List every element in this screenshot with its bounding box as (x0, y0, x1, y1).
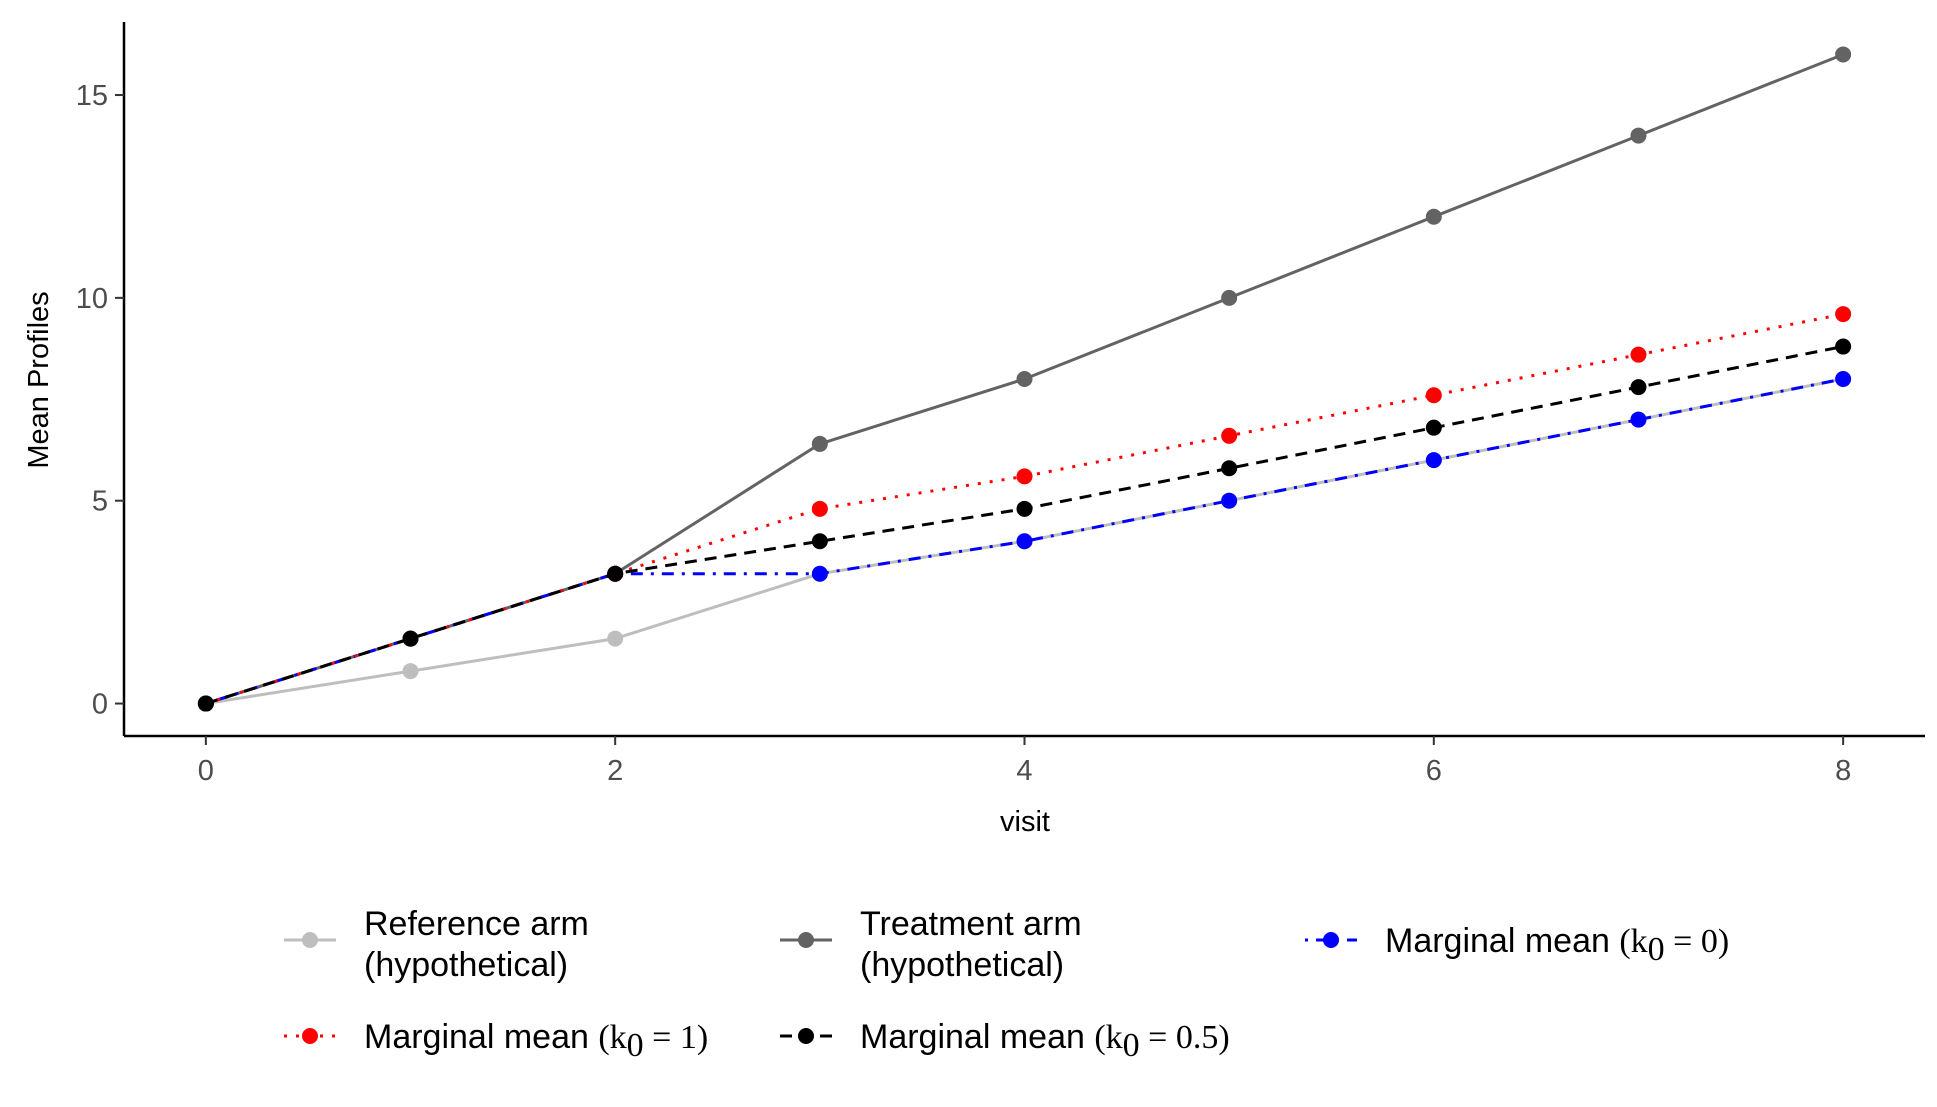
y-axis-title: Mean Profiles (23, 291, 55, 468)
series-point-2 (1835, 371, 1852, 387)
series-point-4 (1425, 419, 1442, 436)
series-point-0 (607, 630, 624, 647)
series-point-3 (1630, 346, 1647, 363)
series-point-4 (607, 565, 624, 582)
x-tick-label: 4 (1016, 755, 1032, 787)
series-point-2 (1425, 452, 1442, 469)
series-point-1 (1425, 208, 1442, 225)
series-point-4 (811, 533, 828, 550)
series-point-2 (1016, 533, 1033, 550)
legend-label: Reference arm (364, 905, 589, 943)
legend-label: (hypothetical) (860, 946, 1064, 984)
legend-key-1 (780, 932, 832, 948)
legend-label: Marginal mean (k0 = 0.5) (860, 1018, 1230, 1064)
series-point-3 (1425, 387, 1442, 404)
y-tick-label: 10 (76, 283, 108, 315)
y-tick-label: 0 (92, 689, 108, 721)
x-tick-label: 0 (198, 755, 214, 787)
series-point-3 (1221, 427, 1238, 444)
series-point-4 (197, 695, 214, 712)
series-point-4 (1630, 379, 1647, 396)
series-point-4 (1221, 460, 1238, 477)
x-tick-label: 8 (1835, 755, 1851, 787)
series-layer (197, 46, 1852, 712)
series-point-3 (1835, 306, 1852, 323)
series-point-2 (1221, 492, 1238, 509)
legend-label: Marginal mean (k0 = 0) (1385, 922, 1729, 968)
legend-label: Marginal mean (k0 = 1) (364, 1018, 708, 1064)
legend-label: Treatment arm (860, 905, 1082, 943)
series-point-1 (1016, 371, 1033, 387)
series-point-4 (1016, 500, 1033, 517)
legend-label: (hypothetical) (364, 946, 568, 984)
series-point-2 (1630, 411, 1647, 428)
x-tick-label: 6 (1426, 755, 1442, 787)
legend-key-0 (284, 932, 336, 948)
series-point-3 (1016, 468, 1033, 485)
series-line-4 (205, 345, 1844, 705)
legend-key-2 (1305, 932, 1357, 948)
series-point-4 (402, 630, 419, 647)
x-axis-title: visit (1000, 806, 1050, 838)
series-point-3 (811, 500, 828, 517)
legend: Reference arm(hypothetical)Treatment arm… (284, 905, 1729, 1064)
legend-key-3 (284, 1028, 336, 1044)
x-tick-label: 2 (607, 755, 623, 787)
series-point-1 (811, 435, 828, 452)
legend-key-4 (780, 1028, 832, 1044)
series-point-0 (402, 663, 419, 680)
series-point-2 (811, 565, 828, 582)
ticks-layer: 0 2 4 6 8 0 5 10 15 (76, 80, 1851, 787)
series-point-1 (1835, 46, 1852, 63)
series-point-1 (1630, 127, 1647, 144)
series-line-2 (205, 377, 1844, 705)
y-tick-label: 5 (92, 486, 108, 518)
y-tick-label: 15 (76, 80, 108, 112)
series-point-1 (1221, 289, 1238, 306)
series-point-4 (1835, 338, 1852, 355)
